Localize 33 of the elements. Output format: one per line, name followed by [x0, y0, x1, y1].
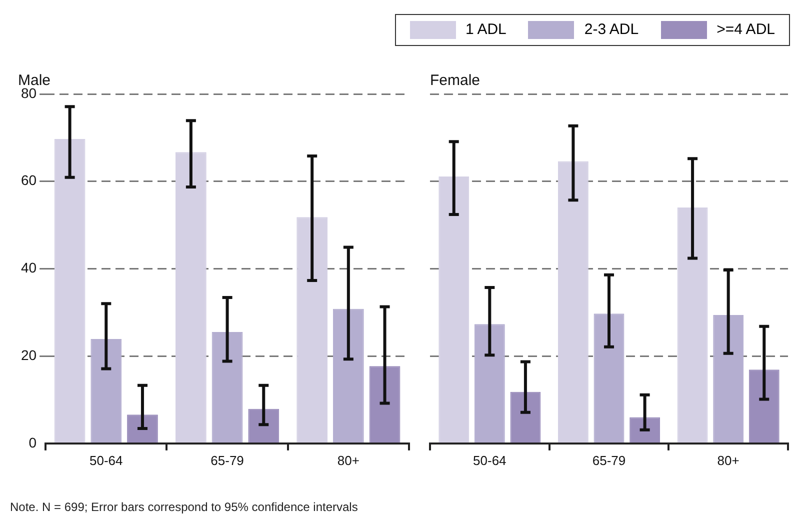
bar	[54, 138, 86, 443]
x-tick-label: 65-79	[210, 452, 244, 468]
bar	[212, 332, 243, 443]
bar	[748, 370, 780, 443]
legend-label: 2-3 ADL	[583, 21, 639, 40]
x-tick-label: 50-64	[90, 452, 123, 468]
bar	[677, 208, 708, 443]
x-tick-label: 80+	[717, 452, 740, 468]
text: Note. N = 699; Error bars correspond to 95% confidence intervals	[10, 500, 358, 514]
bar	[438, 176, 470, 443]
y-tick-label: 40	[20, 260, 37, 276]
chart-title: Female	[430, 72, 480, 90]
bar	[713, 314, 744, 443]
bar	[558, 161, 588, 443]
bar	[296, 217, 328, 443]
bar	[594, 314, 624, 443]
bar	[630, 417, 660, 443]
bar	[176, 152, 206, 443]
bar	[332, 308, 364, 443]
bar	[369, 366, 400, 443]
bar	[510, 392, 541, 443]
y-tick-label: 0	[28, 434, 37, 450]
bar	[248, 408, 280, 443]
y-tick-label: 20	[20, 346, 37, 363]
legend-label: 1 ADL	[464, 21, 506, 40]
bar	[127, 414, 158, 443]
bar	[90, 339, 122, 443]
legend-label: >=4 ADL	[716, 21, 775, 40]
x-tick-label: 65-79	[592, 452, 626, 468]
x-tick-label: 50-64	[473, 452, 506, 468]
y-tick-label: 60	[20, 172, 37, 188]
x-tick-label: 80+	[337, 452, 360, 468]
bar	[474, 324, 505, 443]
